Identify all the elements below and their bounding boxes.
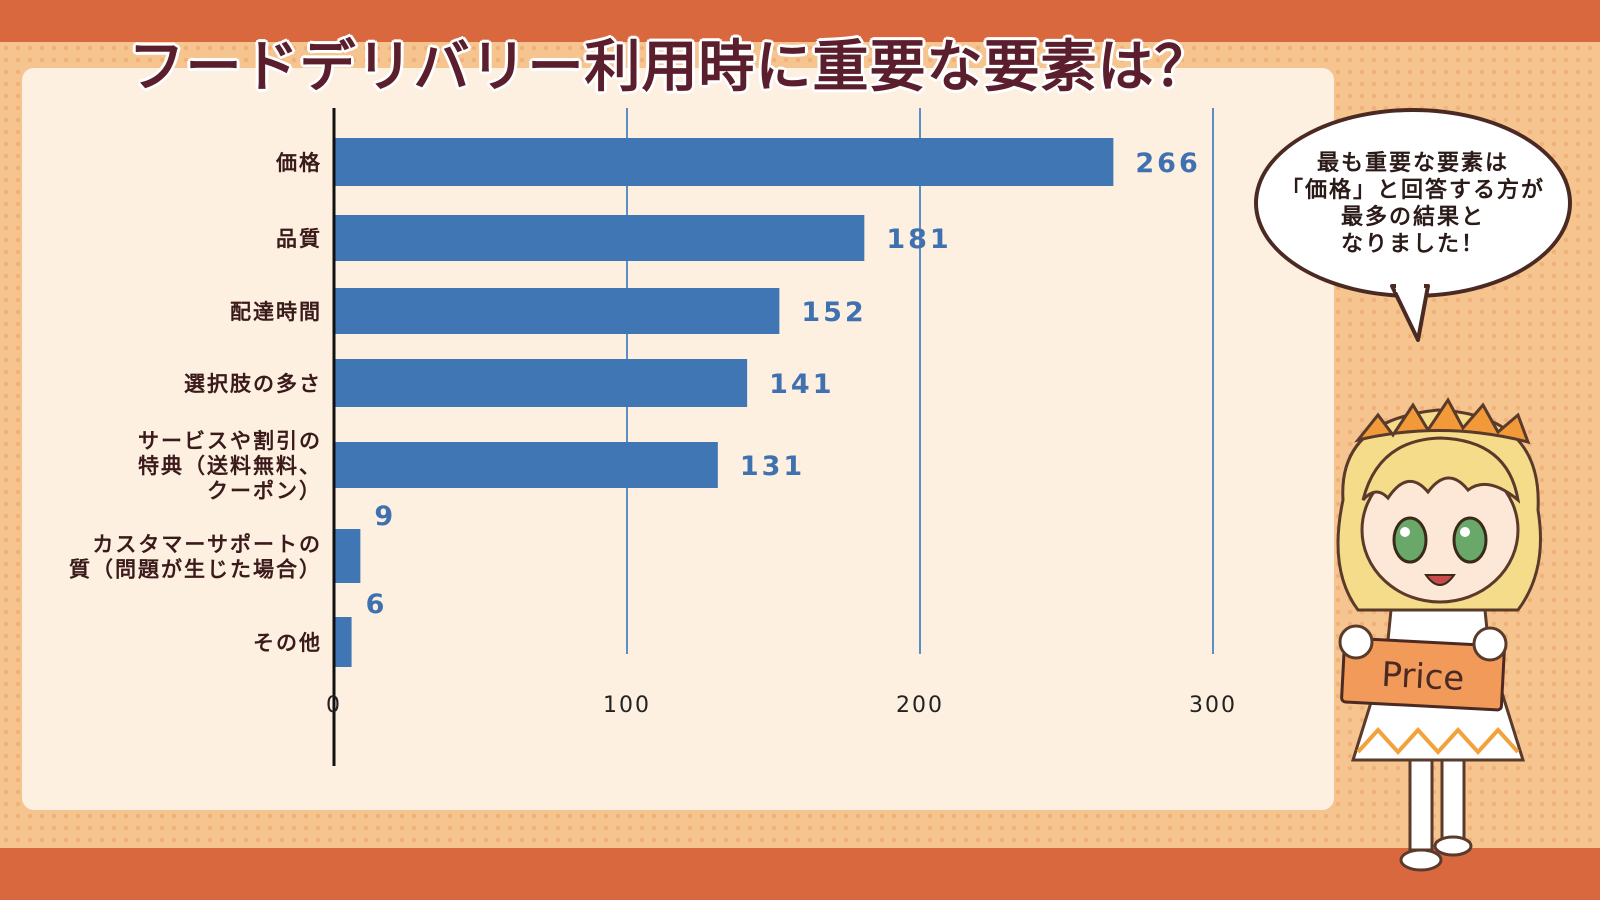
x-tick-label: 300 — [1189, 693, 1237, 718]
value-label: 131 — [740, 451, 805, 482]
mascot-crown — [1354, 397, 1531, 445]
value-label: 141 — [769, 369, 834, 400]
x-tick-label: 200 — [896, 693, 944, 718]
bar — [334, 359, 748, 407]
value-label: 6 — [366, 589, 388, 620]
bubble-line: 「価格」と回答する方が — [1280, 178, 1545, 203]
category-label: その他 — [253, 631, 322, 655]
value-label: 9 — [374, 501, 396, 532]
bar — [334, 529, 361, 583]
bubble-line: なりました！ — [1340, 232, 1485, 257]
top-band — [0, 0, 1600, 42]
bar-chart: 266 価格 181 品質 152 配達時間 141 選択肢の多さ 131 サービスや割引の特典（… — [69, 108, 1237, 766]
value-label: 152 — [801, 297, 866, 328]
mascot-eye-left — [1392, 516, 1428, 564]
bar — [334, 215, 865, 261]
mascot-eye-right — [1452, 516, 1488, 564]
mascot-mouth — [1424, 574, 1456, 586]
category-label: カスタマーサポートの質（問題が生じた場合） — [69, 533, 322, 582]
category-label: 品質 — [276, 227, 322, 251]
bar — [334, 617, 352, 667]
bar — [334, 138, 1114, 186]
category-label: 配達時間 — [230, 300, 322, 324]
speech-bubble-tail — [1390, 284, 1430, 342]
price-sign — [1340, 636, 1506, 712]
speech-bubble-text: 最も重要な要素は 「価格」と回答する方が 最多の結果と なりました！ — [1262, 150, 1564, 258]
mascot-character: Price — [1336, 397, 1542, 872]
mascot-leg-left — [1408, 748, 1434, 852]
price-sign-text: Price — [1380, 655, 1465, 699]
category-label: 価格 — [275, 151, 322, 175]
value-label: 266 — [1135, 148, 1200, 179]
x-tick-label: 100 — [603, 693, 651, 718]
bar — [334, 288, 780, 334]
chart-title: フードデリバリー利用時に重要な要素は？ — [128, 35, 1212, 100]
value-label: 181 — [886, 224, 951, 255]
category-label: 選択肢の多さ — [184, 372, 322, 396]
bubble-line: 最多の結果と — [1340, 205, 1485, 230]
category-label: サービスや割引の特典（送料無料、クーポン） — [138, 429, 322, 503]
bar — [334, 442, 718, 488]
chart-panel — [22, 68, 1334, 810]
bottom-band — [0, 848, 1600, 900]
bubble-line: 最も重要な要素は — [1316, 151, 1509, 176]
mascot-leg-right — [1440, 748, 1466, 842]
x-tick-label: 0 — [326, 693, 342, 718]
